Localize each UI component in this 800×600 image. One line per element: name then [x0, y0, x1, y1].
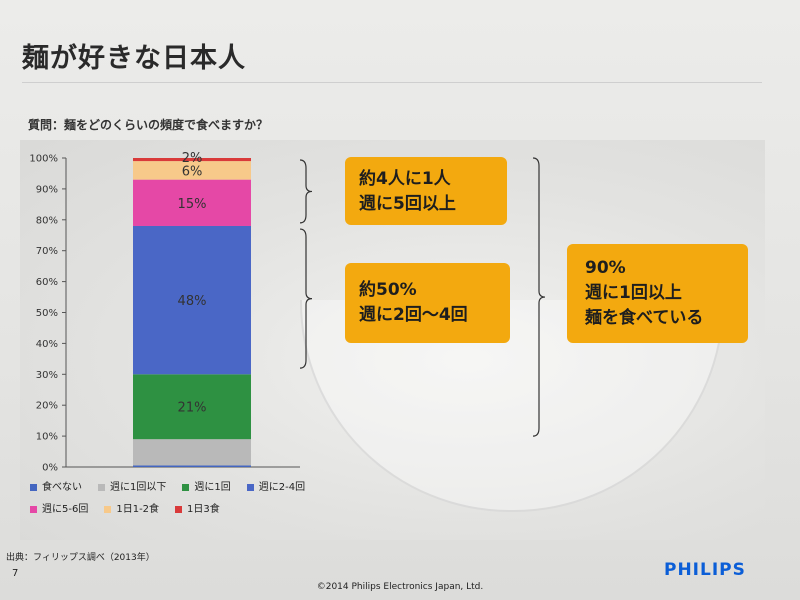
callout-line: 麺を食べている [585, 308, 704, 328]
bar-segment [133, 465, 251, 467]
legend-label: 1日1-2食 [116, 504, 160, 515]
legend-swatch [30, 505, 37, 513]
legend-swatch [98, 483, 105, 491]
legend-item: 週に2-4回 [246, 478, 306, 493]
brace-2-to-4-times [299, 228, 313, 369]
survey-question: 質問：麺をどのくらいの頻度で食べますか？ [28, 118, 269, 132]
callout-line: 週に5回以上 [359, 194, 456, 214]
callout-line: 約50% [359, 280, 417, 300]
y-tick-label: 30% [36, 370, 58, 381]
bar-segment [133, 374, 251, 440]
legend-item: 食べない [30, 478, 82, 493]
y-tick-label: 40% [36, 339, 58, 350]
legend-item: 週に1回 [182, 478, 231, 493]
y-tick-label: 10% [36, 432, 58, 443]
y-tick-label: 100% [29, 154, 58, 165]
callout-line: 週に1回以上 [585, 283, 682, 303]
slide-title: 麺が好きな日本人 [22, 43, 246, 74]
chart-legend: 食べない 週に1回以下 週に1回 週に2-4回週に5-6回 1日1-2食 1日3食 [30, 478, 390, 522]
title-divider [22, 82, 762, 83]
legend-label: 食べない [42, 482, 82, 493]
data-label: 15% [178, 197, 207, 212]
legend-label: 週に1回 [194, 482, 231, 493]
y-tick-label: 90% [36, 184, 58, 195]
bar-segment [133, 179, 251, 226]
legend-swatch [30, 483, 37, 491]
y-tick-label: 80% [36, 215, 58, 226]
legend-item: 1日3食 [175, 500, 220, 515]
bar-segment [133, 161, 251, 180]
y-tick-label: 50% [36, 308, 58, 319]
legend-item: 週に1回以下 [98, 478, 166, 493]
callout-line: 90% [585, 258, 626, 278]
y-tick-label: 0% [42, 463, 58, 474]
brace-90-percent [532, 157, 546, 437]
y-tick-label: 60% [36, 277, 58, 288]
data-label: 2% [182, 151, 203, 166]
legend-label: 週に2-4回 [258, 482, 306, 493]
legend-swatch [104, 505, 112, 513]
philips-logo: PHILIPS [664, 560, 746, 580]
bar-segment [133, 158, 251, 162]
legend-item: 1日1-2食 [104, 500, 159, 515]
legend-label: 週に1回以下 [110, 482, 167, 493]
legend-label: 1日3食 [187, 504, 220, 515]
bar-segment [133, 439, 251, 466]
y-tick-label: 70% [36, 246, 58, 257]
legend-swatch [182, 483, 190, 491]
bar-segment [133, 225, 251, 375]
copyright: ©2014 Philips Electronics Japan, Ltd. [316, 582, 484, 592]
legend-swatch [246, 483, 254, 491]
callout-line: 約4人に1人 [359, 169, 451, 189]
callout-2-to-4-times: 約50% 週に2回～4回 [345, 263, 510, 343]
source-note: 出典：フィリップス調べ（2013年） [6, 553, 155, 563]
callout-5-times-or-more: 約4人に1人 週に5回以上 [345, 157, 507, 225]
y-tick-label: 20% [36, 401, 58, 412]
callout-line: 週に2回～4回 [359, 305, 468, 325]
legend-swatch [175, 505, 183, 513]
brace-5-times-or-more [299, 159, 313, 224]
legend-item: 週に5-6回 [30, 500, 88, 515]
legend-label: 週に5-6回 [42, 504, 89, 515]
data-label: 6% [182, 164, 203, 179]
data-label: 48% [178, 294, 207, 309]
data-label: 21% [178, 401, 207, 416]
page-number: 7 [12, 568, 19, 579]
callout-90-percent: 90% 週に1回以上 麺を食べている [567, 244, 748, 343]
